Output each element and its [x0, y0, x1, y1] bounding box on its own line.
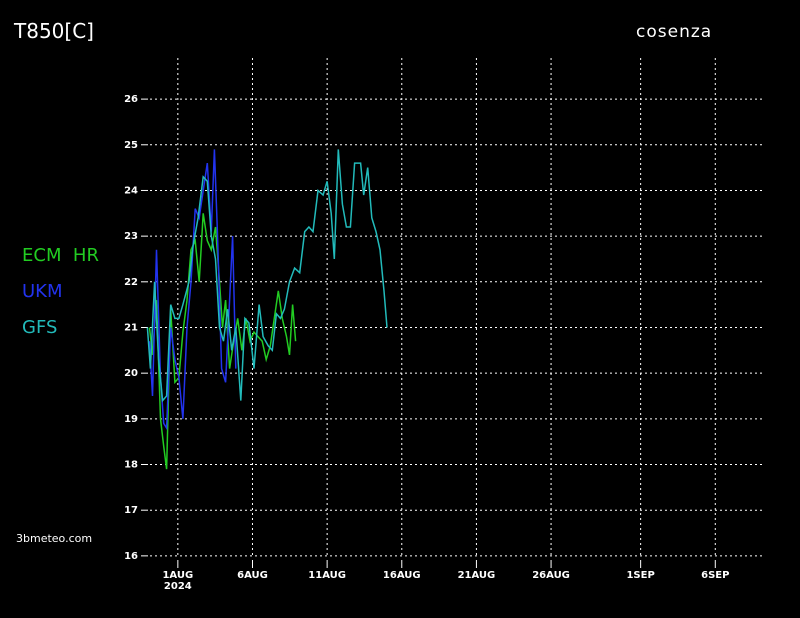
y-tick-label: 24: [124, 185, 138, 196]
y-tick-label: 25: [124, 140, 138, 151]
series-line: [148, 149, 237, 431]
y-tick-label: 22: [124, 277, 138, 288]
x-tick-label: 6SEP: [701, 570, 729, 581]
x-tick-label: 1AUG: [162, 570, 193, 581]
location: cosenza: [636, 22, 712, 42]
x-tick-label: 1SEP: [626, 570, 654, 581]
y-tick-label: 21: [124, 322, 138, 333]
x-tick-label: 6AUG: [237, 570, 268, 581]
x-tick-label: 26AUG: [532, 570, 570, 581]
y-tick-label: 26: [124, 94, 138, 105]
legend-entry: GFS: [22, 317, 57, 338]
series-line: [146, 149, 388, 403]
y-tick-label: 19: [124, 414, 138, 425]
y-tick-label: 16: [124, 551, 138, 562]
x-tick-label: 11AUG: [308, 570, 346, 581]
x-tick-label: 16AUG: [383, 570, 421, 581]
legend-entry: ECM HR: [22, 245, 99, 266]
legend-entry: UKM: [22, 281, 63, 302]
y-tick-label: 23: [124, 231, 138, 242]
y-tick-label: 17: [124, 505, 138, 516]
credit: 3bmeteo.com: [16, 532, 92, 545]
y-tick-label: 20: [124, 368, 138, 379]
x-tick-label: 21AUG: [458, 570, 496, 581]
chart-title: T850[C]: [13, 19, 94, 43]
x-year-label: 2024: [164, 581, 192, 592]
y-tick-label: 18: [124, 460, 138, 471]
